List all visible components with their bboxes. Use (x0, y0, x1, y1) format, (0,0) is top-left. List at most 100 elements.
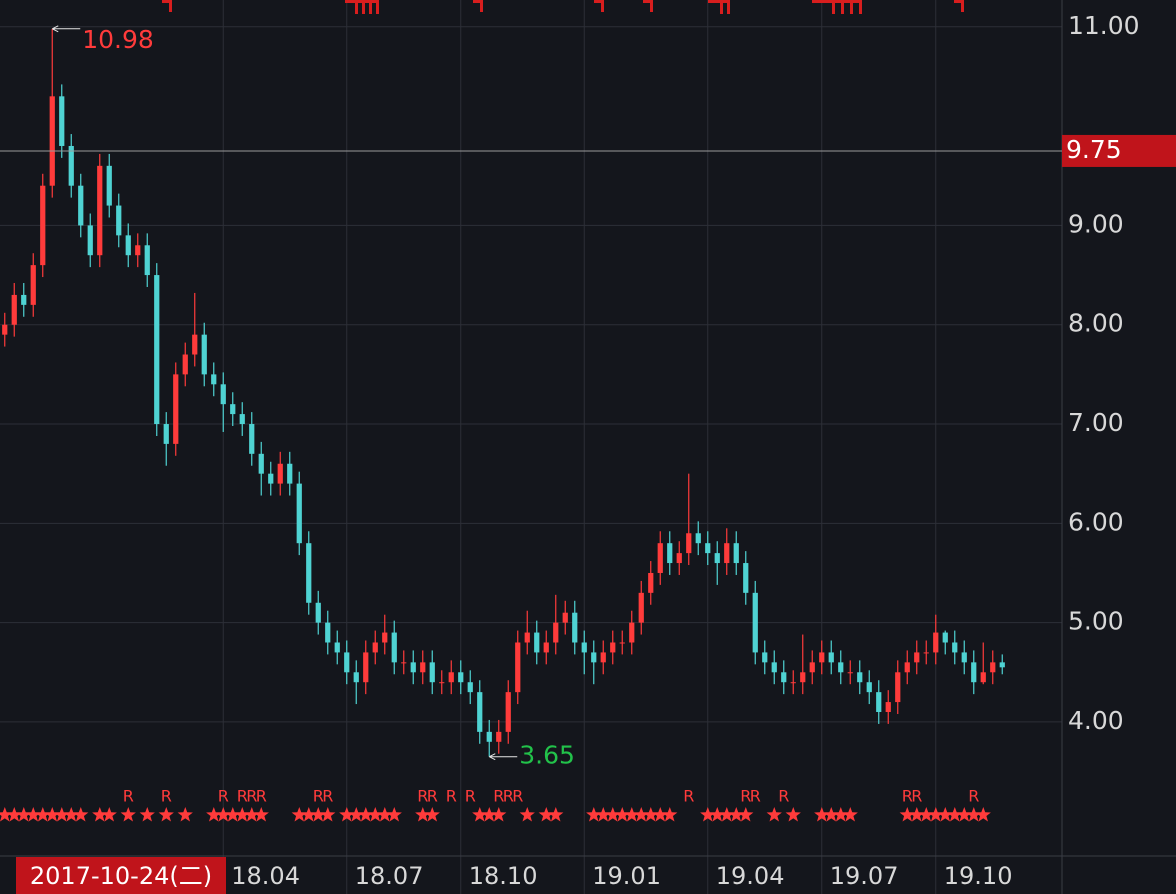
max-label: 10.98 (82, 25, 154, 54)
star-marker (424, 807, 440, 822)
candle-body (344, 652, 350, 673)
star-marker (44, 807, 60, 822)
star-marker (177, 807, 193, 822)
candle-body (49, 96, 55, 186)
candle-body (819, 652, 825, 663)
candle-body (600, 652, 606, 663)
signal-label: R (218, 787, 229, 806)
star-marker (158, 807, 174, 822)
candle-body (420, 662, 426, 673)
candle-body (97, 165, 103, 256)
star-marker (25, 807, 41, 822)
candle-body (724, 543, 730, 564)
star-marker (814, 807, 830, 822)
star-marker (966, 807, 982, 822)
candle-body (847, 672, 853, 674)
signal-label: R (246, 787, 257, 806)
candle-body (809, 662, 815, 673)
candle-body (230, 404, 236, 415)
star-marker (377, 807, 393, 822)
candle-body (743, 563, 749, 593)
star-marker (386, 807, 402, 822)
event-marker (473, 0, 483, 12)
star-marker (472, 807, 488, 822)
candle-body (857, 672, 863, 683)
candle-body (534, 632, 540, 653)
signal-label: R (512, 787, 523, 806)
candle-body (572, 612, 578, 643)
y-tick-label: 5.00 (1068, 607, 1124, 636)
signal-label: R (778, 787, 789, 806)
star-marker (709, 807, 725, 822)
candle-body (876, 692, 882, 713)
candle-body (173, 374, 179, 444)
candle-body (458, 672, 464, 683)
star-marker (310, 807, 326, 822)
star-marker (975, 807, 991, 822)
candle-body (429, 662, 435, 683)
candle-body (410, 662, 416, 673)
candle-body (933, 632, 939, 653)
min-label: 3.65 (519, 741, 575, 770)
plot: 10.98 3.65 (0, 0, 1062, 894)
candle-body (486, 731, 492, 742)
candle-body (543, 642, 549, 653)
star-marker (738, 807, 754, 822)
star-marker (291, 807, 307, 822)
candle-body (686, 533, 692, 554)
star-marker (899, 807, 915, 822)
signal-label: R (427, 787, 438, 806)
star-marker (54, 807, 70, 822)
candle-body (591, 652, 597, 663)
candle-body (249, 424, 255, 454)
y-tick-label: 4.00 (1068, 706, 1124, 735)
signal-label: R (417, 787, 428, 806)
star-marker (253, 807, 269, 822)
candle-body (895, 672, 901, 703)
candle-body (258, 453, 264, 474)
star-marker (301, 807, 317, 822)
crosshair-box (1062, 134, 1176, 167)
star-marker (491, 807, 507, 822)
candle-body (201, 334, 207, 375)
event-marker (954, 0, 964, 12)
star-marker (937, 807, 953, 822)
candle-body (714, 553, 720, 564)
signal-label: R (322, 787, 333, 806)
candle-body (524, 632, 530, 643)
star-marker (35, 807, 51, 822)
y-tick-label: 11.00 (1068, 11, 1140, 40)
event-marker (594, 0, 604, 12)
star-marker (823, 807, 839, 822)
signal-label: R (683, 787, 694, 806)
candle-body (505, 692, 511, 732)
min-arrow (489, 753, 518, 761)
signal-label: R (902, 787, 913, 806)
signal-label: R (465, 787, 476, 806)
y-tick-label: 6.00 (1068, 507, 1124, 536)
candle-body (581, 642, 587, 653)
star-marker (605, 807, 621, 822)
star-marker (0, 807, 13, 822)
candle-body (78, 185, 84, 226)
candle-body (268, 473, 274, 484)
x-tick-label: 18.10 (469, 862, 538, 890)
star-marker (73, 807, 89, 822)
signal-label: R (313, 787, 324, 806)
candle-body (363, 652, 369, 683)
candle-body (325, 622, 331, 643)
star-marker (947, 807, 963, 822)
signal-label: R (503, 787, 514, 806)
candle-body (277, 463, 283, 484)
candle-body (648, 572, 654, 593)
star-marker (358, 807, 374, 822)
signal-label: R (493, 787, 504, 806)
candle-body (990, 662, 996, 673)
candle-body (448, 672, 454, 683)
y-tick-label: 8.00 (1068, 309, 1124, 338)
candle-body (87, 225, 93, 256)
star-marker (719, 807, 735, 822)
star-marker (320, 807, 336, 822)
